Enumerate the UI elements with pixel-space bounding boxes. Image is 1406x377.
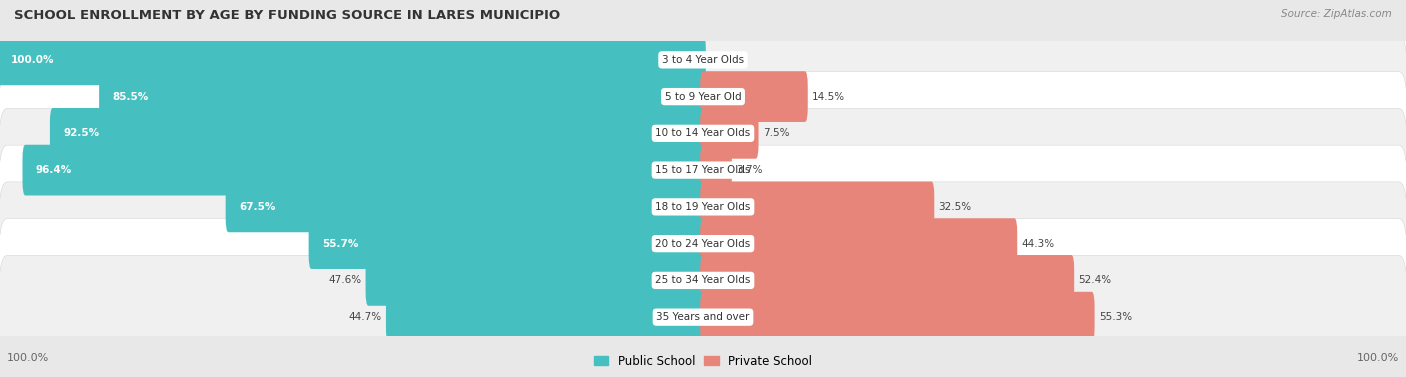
FancyBboxPatch shape: [0, 255, 1406, 377]
FancyBboxPatch shape: [700, 71, 807, 122]
FancyBboxPatch shape: [700, 181, 935, 232]
Text: 55.3%: 55.3%: [1099, 312, 1132, 322]
Text: 47.6%: 47.6%: [328, 275, 361, 285]
FancyBboxPatch shape: [49, 108, 706, 159]
FancyBboxPatch shape: [0, 72, 1406, 195]
Text: 44.3%: 44.3%: [1021, 239, 1054, 249]
FancyBboxPatch shape: [225, 181, 706, 232]
FancyBboxPatch shape: [0, 35, 1406, 158]
FancyBboxPatch shape: [0, 182, 1406, 305]
Text: 20 to 24 Year Olds: 20 to 24 Year Olds: [655, 239, 751, 249]
FancyBboxPatch shape: [700, 218, 1018, 269]
Text: 100.0%: 100.0%: [1357, 353, 1399, 363]
Text: 25 to 34 Year Olds: 25 to 34 Year Olds: [655, 275, 751, 285]
FancyBboxPatch shape: [308, 218, 706, 269]
Text: 85.5%: 85.5%: [112, 92, 149, 102]
Text: 35 Years and over: 35 Years and over: [657, 312, 749, 322]
Text: Source: ZipAtlas.com: Source: ZipAtlas.com: [1281, 9, 1392, 20]
FancyBboxPatch shape: [385, 292, 706, 343]
FancyBboxPatch shape: [0, 219, 1406, 342]
Text: 3 to 4 Year Olds: 3 to 4 Year Olds: [662, 55, 744, 65]
Text: 15 to 17 Year Olds: 15 to 17 Year Olds: [655, 165, 751, 175]
FancyBboxPatch shape: [0, 0, 1406, 122]
Text: 100.0%: 100.0%: [10, 55, 53, 65]
FancyBboxPatch shape: [700, 292, 1094, 343]
FancyBboxPatch shape: [700, 145, 731, 196]
FancyBboxPatch shape: [700, 108, 759, 159]
FancyBboxPatch shape: [0, 34, 706, 85]
Text: 32.5%: 32.5%: [939, 202, 972, 212]
Legend: Public School, Private School: Public School, Private School: [591, 351, 815, 371]
Text: 96.4%: 96.4%: [35, 165, 72, 175]
Text: 55.7%: 55.7%: [322, 239, 359, 249]
FancyBboxPatch shape: [22, 145, 706, 196]
FancyBboxPatch shape: [366, 255, 706, 306]
FancyBboxPatch shape: [700, 255, 1074, 306]
Text: 10 to 14 Year Olds: 10 to 14 Year Olds: [655, 128, 751, 138]
Text: 44.7%: 44.7%: [349, 312, 382, 322]
Text: SCHOOL ENROLLMENT BY AGE BY FUNDING SOURCE IN LARES MUNICIPIO: SCHOOL ENROLLMENT BY AGE BY FUNDING SOUR…: [14, 9, 560, 22]
Text: 7.5%: 7.5%: [762, 128, 789, 138]
Text: 92.5%: 92.5%: [63, 128, 100, 138]
Text: 100.0%: 100.0%: [7, 353, 49, 363]
Text: 5 to 9 Year Old: 5 to 9 Year Old: [665, 92, 741, 102]
Text: 67.5%: 67.5%: [239, 202, 276, 212]
FancyBboxPatch shape: [0, 108, 1406, 232]
Text: 18 to 19 Year Olds: 18 to 19 Year Olds: [655, 202, 751, 212]
FancyBboxPatch shape: [98, 71, 706, 122]
Text: 52.4%: 52.4%: [1078, 275, 1112, 285]
Text: 14.5%: 14.5%: [813, 92, 845, 102]
FancyBboxPatch shape: [0, 145, 1406, 269]
Text: 3.7%: 3.7%: [737, 165, 762, 175]
